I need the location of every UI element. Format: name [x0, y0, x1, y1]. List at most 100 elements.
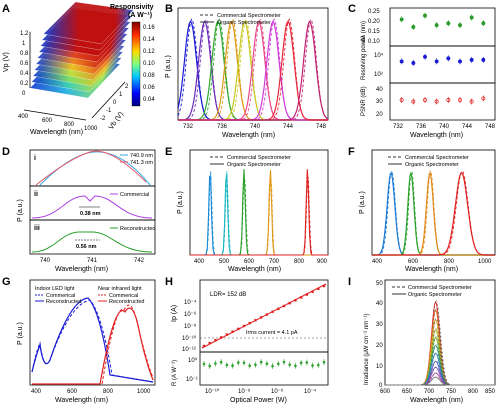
panel-h-top-tick: 10⁻⁸ [184, 323, 197, 330]
panel-a-wl-tick: 400 [18, 114, 29, 120]
panel-i: I Commercial Spectrometer Organic Spectr… [348, 276, 496, 404]
panel-b-label: B [165, 3, 173, 15]
panel-b-commercial-line [178, 18, 328, 121]
panel-g-xtick: 800 [103, 389, 114, 395]
panel-h-r-point [259, 360, 263, 364]
panel-c-delta-lambda-point [423, 13, 427, 18]
panel-c-delta-lambda-point [458, 23, 462, 28]
panel-h-ip-point [259, 316, 263, 319]
panel-c: C 0.25 0.20 0.15 0.10 10⁴ 10³ 40 30 20 Δ… [348, 3, 496, 139]
panel-c-delta-lambda-point [399, 17, 404, 22]
panel-b-organic-line [178, 20, 328, 121]
panel-h-ip-point [265, 313, 269, 316]
panel-b-commercial-line [178, 18, 328, 121]
panel-h-top-tick: 10⁻⁴ [184, 299, 197, 306]
panel-i-curves [385, 299, 495, 386]
panel-c-psnr-ylabel: PSNR (dB) [361, 86, 367, 116]
panel-h-r-point [208, 364, 212, 368]
panel-d-iii-label: iii [34, 225, 40, 232]
panel-a-wl-tick: 800 [64, 122, 75, 128]
panel-h-ip-point [294, 299, 297, 302]
panel-b-organic-line [178, 20, 328, 121]
panel-a-vp-label: Vp (V) [3, 52, 10, 72]
panel-d-iii-legend: Reconstructed [120, 226, 155, 232]
panel-a-vb-tick: -2 [100, 116, 106, 122]
panel-e-legend-commercial: Commercial Spectrometer [227, 155, 291, 161]
panel-e-xtick: 600 [244, 259, 255, 265]
colorbar-tick: 0.14 [143, 37, 155, 43]
panel-a-vb-tick: 2 [125, 84, 129, 90]
panel-a-3d-surface [29, 1, 134, 99]
panel-c-psnr-point [458, 98, 462, 102]
panel-h-r-point [202, 362, 206, 366]
panel-d-xtick: 742 [134, 258, 145, 264]
panel-h-ip-point [322, 284, 326, 288]
panel-h-ip-fit-line [201, 283, 327, 349]
panel-h-ip-point [242, 324, 246, 328]
panel-d-i-label: i [34, 155, 36, 162]
panel-c-delta-lambda-point [411, 25, 416, 29]
panel-f: F Commercial Spectrometer Organic Spectr… [348, 146, 496, 273]
panel-h-ip-point [299, 296, 303, 299]
panel-h-ip-point [214, 339, 217, 342]
panel-d-label: D [2, 146, 10, 158]
panel-a-vb-tick: -1 [106, 108, 112, 114]
panel-i-xtick: 650 [402, 389, 413, 395]
panel-b-commercial-line [178, 18, 328, 121]
panel-f-xlabel: Wavelength (nm) [405, 266, 458, 273]
panel-h-ip-point [271, 310, 274, 313]
panel-h-r-point [225, 363, 229, 367]
panel-a-wl-tick: 600 [42, 118, 53, 124]
panel-d-i-legend: 740.9 nm [130, 153, 153, 159]
panel-h-ip-point [248, 321, 251, 325]
panel-c-dl-tick: 0.20 [368, 19, 380, 25]
panel-i-ytick: 20 [376, 343, 383, 349]
panel-h-bottom-tick: 10⁻¹ [186, 377, 198, 383]
panel-c-xtick: 748 [485, 124, 496, 130]
panel-h-r-point [299, 361, 303, 365]
panel-b-legend-organic: Organic Spectrometer [217, 20, 271, 26]
panel-c-rp-tick: 10⁴ [374, 52, 384, 59]
panel-c-resolving-power-point [458, 59, 462, 64]
panel-c-psnr-point [434, 99, 439, 104]
panel-a-vp-tick: 1.2 [20, 31, 29, 37]
panel-g-legend-left-title: Indoor LED light [35, 286, 75, 292]
panel-h-r-axes [199, 351, 329, 386]
panel-h-ip-point [317, 287, 320, 291]
panel-b-legend-commercial: Commercial Spectrometer [217, 13, 281, 19]
panel-i-xtick: 800 [468, 389, 479, 395]
panel-i-xlabel: Wavelength (nm) [410, 397, 463, 404]
panel-h-r-point [248, 364, 252, 368]
panel-h-ylabel-bottom: R (A W⁻¹) [172, 360, 178, 386]
panel-h-xtick: 10⁻¹⁰ [205, 388, 220, 395]
panel-g-xtick: 400 [31, 389, 42, 395]
panel-e-xtick: 900 [317, 259, 328, 265]
panel-c-resolving-power-point [446, 56, 451, 61]
panel-e-xtick: 400 [194, 259, 205, 265]
panel-h-xtick: 10⁻⁴ [304, 388, 317, 395]
panel-h-xtick: 10⁻⁸ [238, 388, 251, 395]
panel-b-xtick: 736 [217, 124, 228, 130]
panel-h-bottom-tick: 10⁰ [188, 357, 198, 364]
panel-d-ii-legend: Commercial [120, 192, 149, 198]
panel-h-top-tick: 10⁻¹² [182, 347, 196, 353]
colorbar-tick: 0.16 [143, 25, 155, 31]
panel-b-commercial-line [178, 18, 328, 121]
panel-h-r-point [242, 361, 246, 365]
panel-h-ip-point [219, 336, 223, 339]
panel-c-resolving-power-point [411, 61, 416, 65]
panel-h: H LDR= 152 dB Irms current = 4.1 pA 10⁻⁴… [165, 276, 329, 404]
panel-c-dl-tick: 0.10 [368, 39, 380, 45]
panel-c-dl-tick: 0.15 [368, 29, 380, 35]
panel-a-vp-tick: 0.2 [20, 81, 29, 87]
panel-g-legend-commercial: Commerical [109, 293, 138, 299]
panel-a-vp-tick: 0.8 [20, 51, 29, 57]
panel-h-points [202, 284, 326, 369]
panel-f-xtick: 400 [372, 259, 383, 265]
panel-b-organic-line [178, 20, 328, 121]
panel-i-xtick: 850 [485, 389, 496, 395]
panel-d-xtick: 740 [40, 258, 51, 264]
panel-a-vb-tick: 1 [119, 92, 123, 98]
panel-b-organic-line [178, 20, 328, 121]
panel-h-top-tick: 10⁻⁶ [184, 311, 197, 318]
